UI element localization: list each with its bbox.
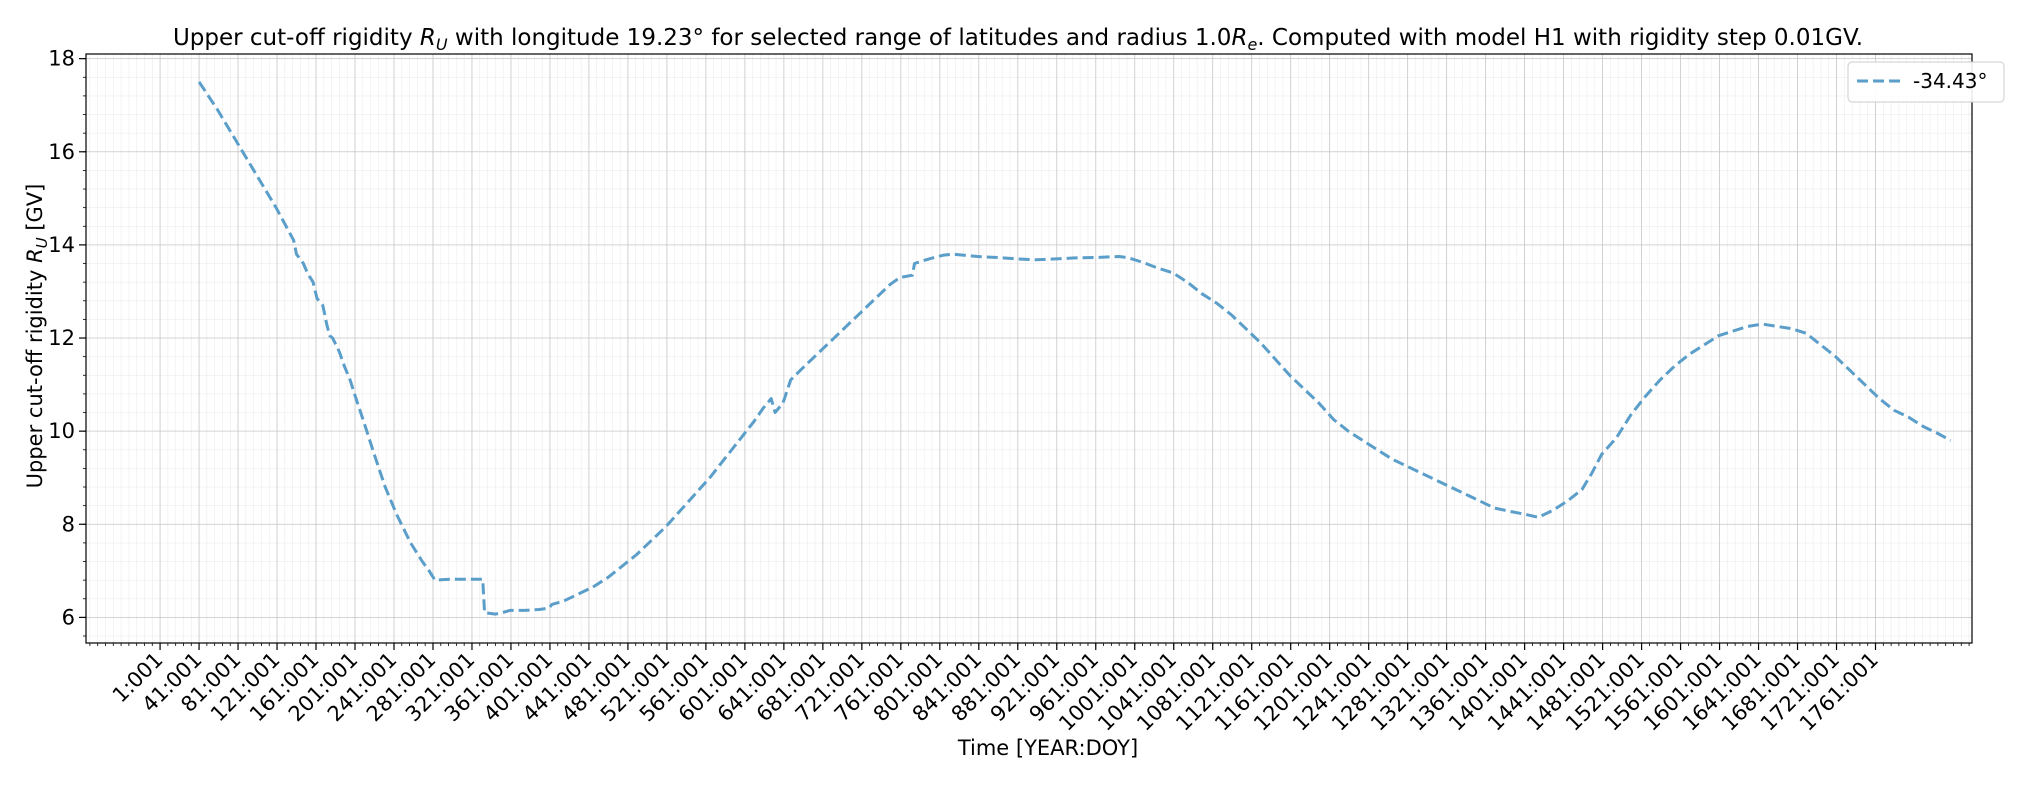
x-axis-label: Time [YEAR:DOY] bbox=[957, 736, 1138, 760]
y-tick-label: 16 bbox=[48, 140, 75, 164]
legend-box bbox=[1847, 61, 2005, 103]
plot-frame bbox=[85, 53, 1973, 644]
y-tick-label: 12 bbox=[48, 326, 75, 350]
y-tick-label: 10 bbox=[48, 419, 75, 443]
y-tick-label: 8 bbox=[62, 512, 75, 536]
y-tick-label: 14 bbox=[48, 233, 75, 257]
minor-grid bbox=[86, 54, 1972, 643]
y-tick-label: 6 bbox=[62, 605, 75, 629]
major-grid bbox=[86, 54, 1972, 643]
x-axis-ticks: 1:00141:00181:001121:001161:001201:00124… bbox=[89, 643, 1970, 736]
legend-entry-label: -34.43° bbox=[1913, 69, 1987, 93]
y-tick-label: 18 bbox=[48, 47, 75, 71]
series-layer bbox=[197, 81, 1952, 616]
y-axis-label: Upper cut-off rigidity RU [GV] bbox=[23, 184, 51, 489]
series-line bbox=[197, 81, 1952, 616]
chart-title: Upper cut-off rigidity RU with longitude… bbox=[173, 25, 1863, 54]
legend: -34.43° bbox=[1847, 61, 2005, 103]
y-axis-ticks: 6 8 10 12 14 16 18 bbox=[48, 47, 86, 637]
